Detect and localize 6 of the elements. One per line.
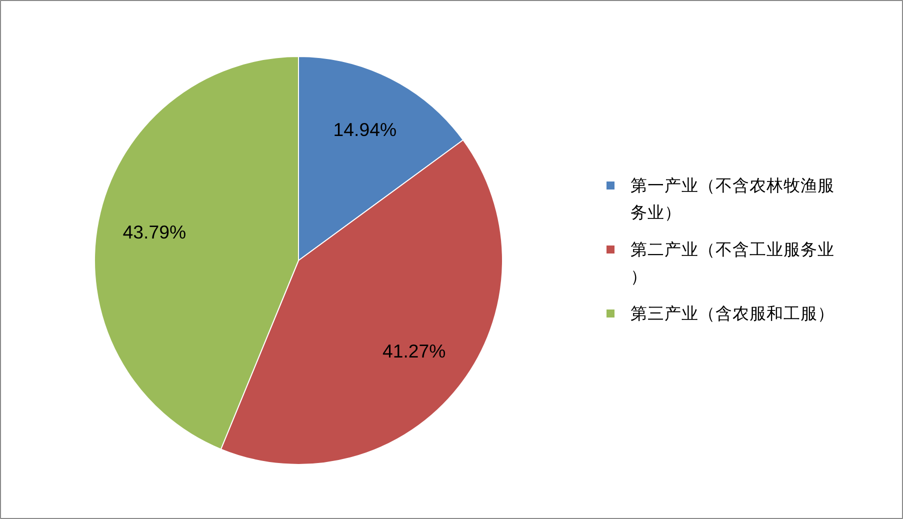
legend-label: 第一产业（不含农林牧渔服务业） xyxy=(630,176,834,222)
data-label: 43.79% xyxy=(122,222,186,243)
data-label: 41.27% xyxy=(382,340,446,362)
legend-label: 第二产业（不含工业服务业） xyxy=(630,240,834,286)
legend-label: 第三产业（含农服和工服） xyxy=(630,304,834,323)
data-label: 14.94% xyxy=(333,119,397,140)
